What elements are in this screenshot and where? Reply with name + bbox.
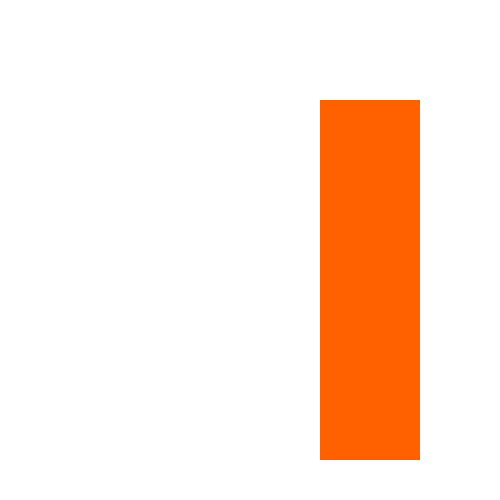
orange-bar: [320, 100, 420, 460]
